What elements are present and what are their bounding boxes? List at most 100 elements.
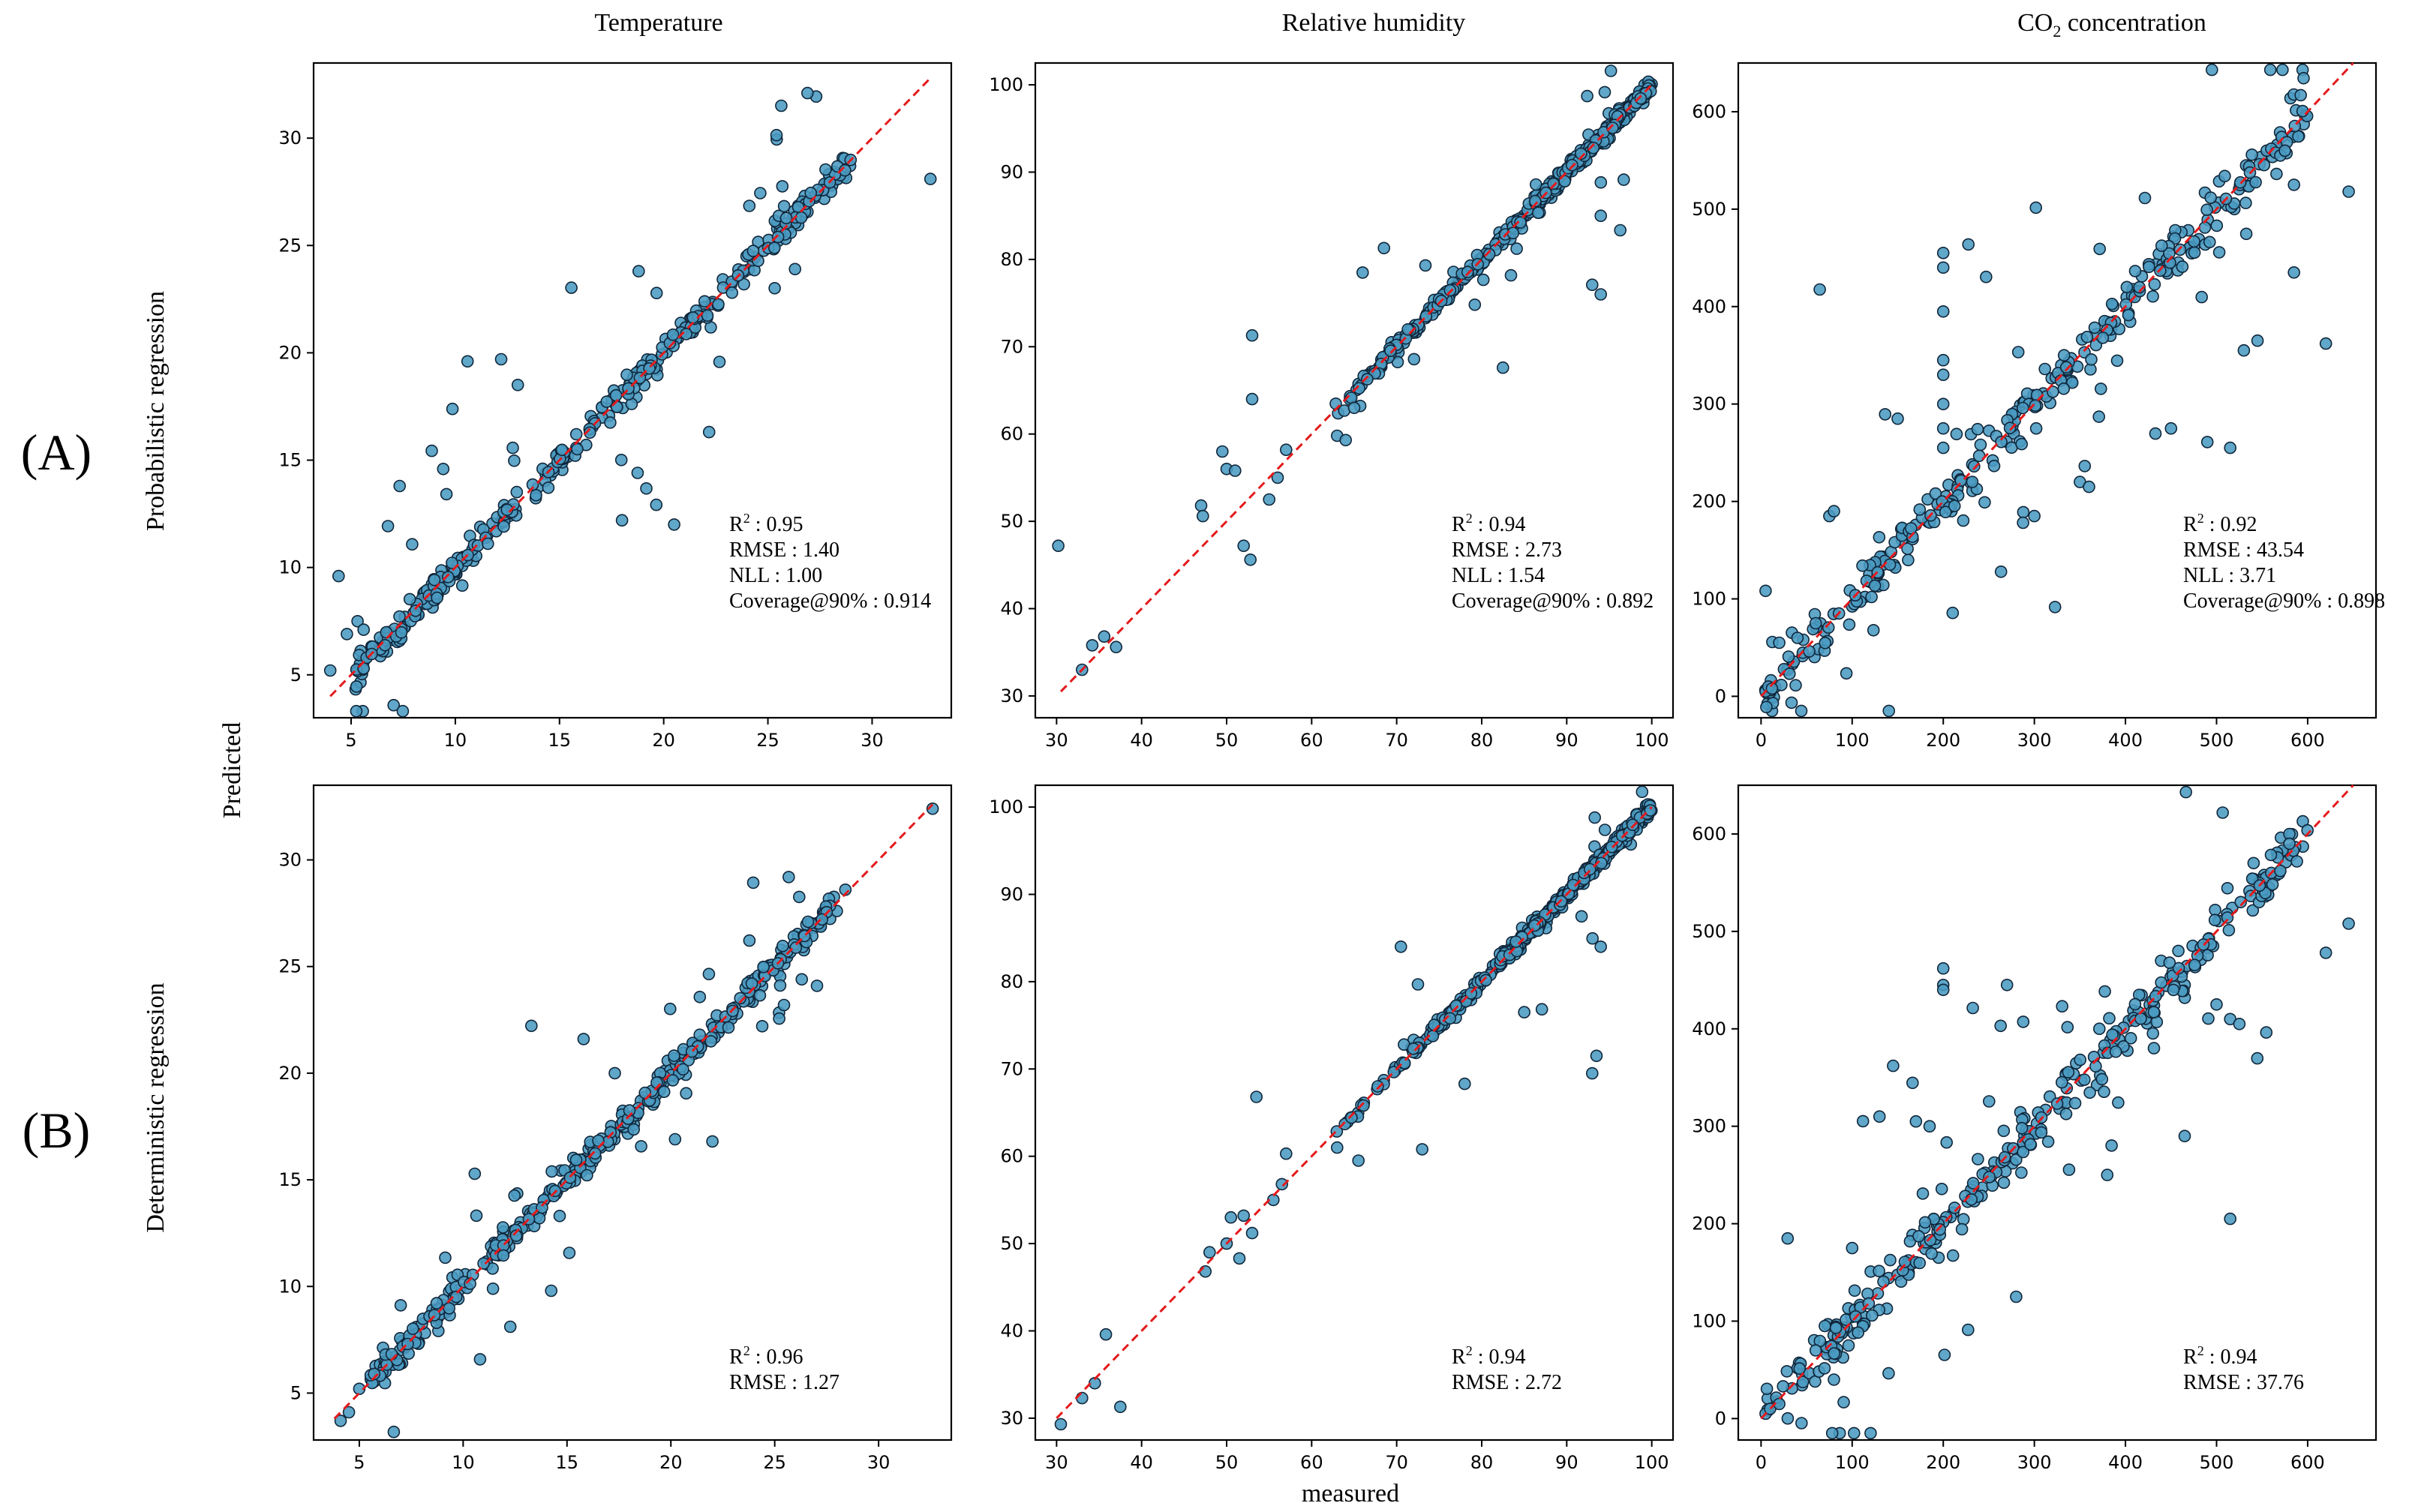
x-tick-label: 300: [2017, 730, 2052, 751]
data-point: [2088, 321, 2101, 334]
data-point: [1773, 636, 1786, 650]
metric-text: RMSE : 2.73: [1452, 538, 1562, 562]
data-point: [468, 1167, 482, 1180]
data-point: [2164, 422, 2178, 435]
reference-line: [1760, 62, 2354, 698]
data-point: [1086, 639, 1099, 652]
data-point: [1280, 443, 1293, 457]
data-point: [1948, 500, 1961, 512]
data-point: [745, 977, 758, 990]
data-point: [1497, 361, 1509, 374]
data-point: [755, 1020, 769, 1033]
reference-line: [1760, 784, 2354, 1420]
data-point: [1957, 1213, 1970, 1226]
data-point: [1828, 505, 1840, 518]
data-point: [542, 481, 555, 494]
data-point: [2059, 361, 2073, 374]
data-point: [536, 1201, 548, 1214]
data-point: [2239, 227, 2253, 241]
data-point: [775, 99, 788, 112]
data-point: [2237, 344, 2251, 357]
data-point: [2103, 1012, 2116, 1024]
data-point: [1361, 373, 1374, 386]
data-point: [565, 281, 578, 294]
data-point: [713, 356, 726, 368]
x-tick-label: 500: [2200, 730, 2234, 751]
x-tick-label: 30: [867, 1452, 891, 1473]
data-point: [1819, 636, 1831, 650]
data-point: [1983, 1171, 1996, 1184]
x-tick-label: 400: [2108, 730, 2143, 751]
data-point: [725, 286, 739, 299]
y-tick-label: 5: [290, 1382, 302, 1403]
y-tick-label: 25: [278, 956, 302, 977]
data-point: [1506, 226, 1520, 240]
data-point: [2287, 178, 2300, 191]
x-tick-label: 60: [1300, 1452, 1323, 1473]
data-point: [668, 1049, 680, 1062]
data-point: [754, 187, 767, 200]
data-point: [2246, 904, 2260, 917]
data-point: [2287, 266, 2300, 279]
data-point: [789, 941, 803, 954]
data-point: [545, 1165, 558, 1178]
data-point: [2224, 441, 2236, 454]
data-point: [666, 328, 680, 341]
data-point: [508, 454, 521, 467]
data-point: [2188, 246, 2201, 260]
data-point: [2292, 130, 2305, 143]
data-point: [776, 940, 789, 952]
metric-text: Coverage@90% : 0.892: [1452, 590, 1654, 613]
y-tick-label: 60: [1000, 424, 1023, 445]
data-point: [2210, 998, 2223, 1011]
data-point: [698, 295, 711, 308]
data-point: [437, 462, 450, 476]
data-point: [2057, 382, 2071, 395]
data-point: [385, 1348, 398, 1360]
y-tick-label: 80: [1000, 249, 1023, 270]
data-point: [1357, 1099, 1370, 1112]
data-point: [743, 934, 756, 947]
shared-ylabel: Predicted: [218, 722, 246, 818]
data-point: [506, 441, 519, 454]
data-point: [614, 453, 628, 466]
data-point: [486, 1282, 500, 1295]
data-point: [497, 1221, 509, 1234]
data-point: [2056, 1000, 2068, 1012]
row-label-a: (A): [21, 424, 92, 481]
data-point: [1905, 522, 1918, 535]
data-point: [2122, 308, 2135, 322]
data-point: [2319, 337, 2332, 350]
data-point: [1271, 471, 1284, 484]
data-point: [1416, 1143, 1428, 1156]
y-tick-label: 200: [1692, 1214, 1726, 1234]
data-point: [668, 518, 680, 531]
data-point: [2172, 944, 2185, 958]
data-point: [1644, 804, 1657, 817]
data-point: [440, 488, 453, 501]
metric-text: R2 : 0.94: [2183, 1343, 2257, 1369]
data-point: [497, 1249, 510, 1262]
data-point: [2283, 837, 2296, 850]
data-point: [1909, 1114, 1923, 1128]
data-point: [2233, 1018, 2246, 1030]
data-point: [406, 1322, 419, 1335]
data-point: [2278, 144, 2291, 158]
data-point: [1852, 1326, 1864, 1340]
data-point: [1954, 474, 1968, 488]
data-point: [2038, 362, 2051, 376]
data-point: [1946, 606, 1960, 620]
data-point: [2212, 246, 2226, 259]
data-point: [2260, 1026, 2273, 1039]
data-point: [1760, 1382, 1774, 1396]
data-point: [470, 1209, 483, 1222]
data-point: [2029, 422, 2043, 435]
data-point: [1398, 1057, 1411, 1070]
metric-text: R2 : 0.96: [729, 1343, 803, 1369]
data-point: [508, 1189, 521, 1202]
column-title-co2-concentration: CO2 concentration: [2017, 9, 2206, 40]
data-point: [2290, 855, 2303, 868]
data-point: [1828, 1373, 1840, 1386]
data-point: [1535, 1003, 1548, 1016]
data-point: [1237, 1209, 1250, 1222]
